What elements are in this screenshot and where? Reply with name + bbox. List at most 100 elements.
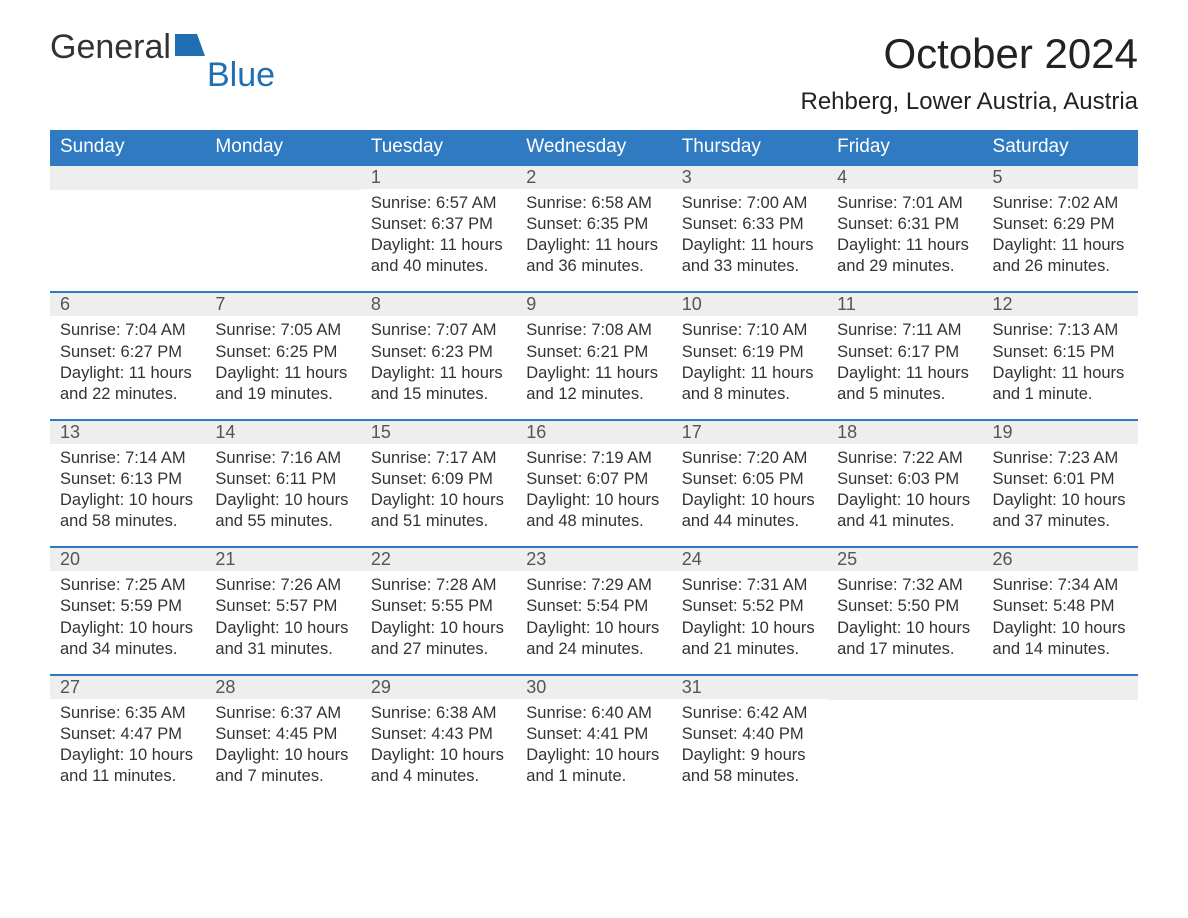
daylight-text: Daylight: 11 hours and 40 minutes.: [371, 235, 506, 277]
day-cell: 17Sunrise: 7:20 AMSunset: 6:05 PMDayligh…: [672, 419, 827, 546]
sunset-text: Sunset: 5:54 PM: [526, 596, 661, 617]
daylight-text: Daylight: 10 hours and 17 minutes.: [837, 618, 972, 660]
sunrise-text: Sunrise: 7:04 AM: [60, 320, 195, 341]
sunrise-text: Sunrise: 6:58 AM: [526, 193, 661, 214]
day-body: Sunrise: 7:29 AMSunset: 5:54 PMDaylight:…: [516, 571, 671, 673]
day-cell: 24Sunrise: 7:31 AMSunset: 5:52 PMDayligh…: [672, 546, 827, 673]
day-number: 29: [361, 674, 516, 699]
sunrise-text: Sunrise: 7:16 AM: [215, 448, 350, 469]
day-body: Sunrise: 7:00 AMSunset: 6:33 PMDaylight:…: [672, 189, 827, 291]
daylight-text: Daylight: 10 hours and 55 minutes.: [215, 490, 350, 532]
day-body: Sunrise: 7:16 AMSunset: 6:11 PMDaylight:…: [205, 444, 360, 546]
sunrise-text: Sunrise: 7:19 AM: [526, 448, 661, 469]
empty-day-bar: [50, 164, 205, 190]
sunrise-text: Sunrise: 6:35 AM: [60, 703, 195, 724]
day-number: 15: [361, 419, 516, 444]
sunrise-text: Sunrise: 7:26 AM: [215, 575, 350, 596]
day-cell: 14Sunrise: 7:16 AMSunset: 6:11 PMDayligh…: [205, 419, 360, 546]
daylight-text: Daylight: 10 hours and 37 minutes.: [993, 490, 1128, 532]
sunset-text: Sunset: 6:35 PM: [526, 214, 661, 235]
day-cell: 3Sunrise: 7:00 AMSunset: 6:33 PMDaylight…: [672, 164, 827, 291]
daylight-text: Daylight: 10 hours and 58 minutes.: [60, 490, 195, 532]
day-body: Sunrise: 7:07 AMSunset: 6:23 PMDaylight:…: [361, 316, 516, 418]
day-cell: 8Sunrise: 7:07 AMSunset: 6:23 PMDaylight…: [361, 291, 516, 418]
daylight-text: Daylight: 10 hours and 14 minutes.: [993, 618, 1128, 660]
day-cell: 13Sunrise: 7:14 AMSunset: 6:13 PMDayligh…: [50, 419, 205, 546]
day-cell: 1Sunrise: 6:57 AMSunset: 6:37 PMDaylight…: [361, 164, 516, 291]
week-row: 13Sunrise: 7:14 AMSunset: 6:13 PMDayligh…: [50, 419, 1138, 546]
daylight-text: Daylight: 10 hours and 34 minutes.: [60, 618, 195, 660]
day-body: Sunrise: 7:13 AMSunset: 6:15 PMDaylight:…: [983, 316, 1138, 418]
daylight-text: Daylight: 10 hours and 11 minutes.: [60, 745, 195, 787]
day-number: 5: [983, 164, 1138, 189]
sunrise-text: Sunrise: 7:34 AM: [993, 575, 1128, 596]
day-cell: 23Sunrise: 7:29 AMSunset: 5:54 PMDayligh…: [516, 546, 671, 673]
day-number: 14: [205, 419, 360, 444]
daylight-text: Daylight: 10 hours and 51 minutes.: [371, 490, 506, 532]
daylight-text: Daylight: 10 hours and 7 minutes.: [215, 745, 350, 787]
weekday-header: Monday: [205, 130, 360, 164]
day-number: 31: [672, 674, 827, 699]
day-body: Sunrise: 7:22 AMSunset: 6:03 PMDaylight:…: [827, 444, 982, 546]
location-label: Rehberg, Lower Austria, Austria: [800, 88, 1138, 116]
day-cell: 9Sunrise: 7:08 AMSunset: 6:21 PMDaylight…: [516, 291, 671, 418]
day-body: Sunrise: 7:02 AMSunset: 6:29 PMDaylight:…: [983, 189, 1138, 291]
day-number: 20: [50, 546, 205, 571]
day-body: Sunrise: 7:05 AMSunset: 6:25 PMDaylight:…: [205, 316, 360, 418]
sunset-text: Sunset: 6:21 PM: [526, 342, 661, 363]
day-body: Sunrise: 7:19 AMSunset: 6:07 PMDaylight:…: [516, 444, 671, 546]
day-body: Sunrise: 7:26 AMSunset: 5:57 PMDaylight:…: [205, 571, 360, 673]
day-cell: 10Sunrise: 7:10 AMSunset: 6:19 PMDayligh…: [672, 291, 827, 418]
weeks-container: 1Sunrise: 6:57 AMSunset: 6:37 PMDaylight…: [50, 164, 1138, 801]
week-row: 6Sunrise: 7:04 AMSunset: 6:27 PMDaylight…: [50, 291, 1138, 418]
daylight-text: Daylight: 10 hours and 41 minutes.: [837, 490, 972, 532]
day-cell: 28Sunrise: 6:37 AMSunset: 4:45 PMDayligh…: [205, 674, 360, 801]
daylight-text: Daylight: 11 hours and 36 minutes.: [526, 235, 661, 277]
sunrise-text: Sunrise: 6:57 AM: [371, 193, 506, 214]
daylight-text: Daylight: 11 hours and 26 minutes.: [993, 235, 1128, 277]
day-body: Sunrise: 7:31 AMSunset: 5:52 PMDaylight:…: [672, 571, 827, 673]
day-body: Sunrise: 6:58 AMSunset: 6:35 PMDaylight:…: [516, 189, 671, 291]
day-cell: 5Sunrise: 7:02 AMSunset: 6:29 PMDaylight…: [983, 164, 1138, 291]
sunrise-text: Sunrise: 7:29 AM: [526, 575, 661, 596]
day-number: 6: [50, 291, 205, 316]
week-row: 1Sunrise: 6:57 AMSunset: 6:37 PMDaylight…: [50, 164, 1138, 291]
day-body: Sunrise: 7:14 AMSunset: 6:13 PMDaylight:…: [50, 444, 205, 546]
day-number: 13: [50, 419, 205, 444]
day-number: 16: [516, 419, 671, 444]
weekday-header: Friday: [827, 130, 982, 164]
weekday-header: Thursday: [672, 130, 827, 164]
title-block: October 2024 Rehberg, Lower Austria, Aus…: [800, 30, 1138, 116]
calendar: Sunday Monday Tuesday Wednesday Thursday…: [50, 130, 1138, 801]
day-cell: 22Sunrise: 7:28 AMSunset: 5:55 PMDayligh…: [361, 546, 516, 673]
day-cell: 19Sunrise: 7:23 AMSunset: 6:01 PMDayligh…: [983, 419, 1138, 546]
weekday-header-row: Sunday Monday Tuesday Wednesday Thursday…: [50, 130, 1138, 164]
day-number: 26: [983, 546, 1138, 571]
day-body: Sunrise: 7:01 AMSunset: 6:31 PMDaylight:…: [827, 189, 982, 291]
day-cell: [983, 674, 1138, 801]
sunrise-text: Sunrise: 7:32 AM: [837, 575, 972, 596]
day-body: Sunrise: 7:11 AMSunset: 6:17 PMDaylight:…: [827, 316, 982, 418]
sunrise-text: Sunrise: 7:17 AM: [371, 448, 506, 469]
day-cell: 6Sunrise: 7:04 AMSunset: 6:27 PMDaylight…: [50, 291, 205, 418]
sunset-text: Sunset: 6:01 PM: [993, 469, 1128, 490]
sunrise-text: Sunrise: 7:25 AM: [60, 575, 195, 596]
sunrise-text: Sunrise: 7:11 AM: [837, 320, 972, 341]
day-number: 7: [205, 291, 360, 316]
day-cell: [827, 674, 982, 801]
day-body: Sunrise: 6:37 AMSunset: 4:45 PMDaylight:…: [205, 699, 360, 801]
day-body: Sunrise: 7:34 AMSunset: 5:48 PMDaylight:…: [983, 571, 1138, 673]
day-body: Sunrise: 7:20 AMSunset: 6:05 PMDaylight:…: [672, 444, 827, 546]
day-cell: 21Sunrise: 7:26 AMSunset: 5:57 PMDayligh…: [205, 546, 360, 673]
weekday-header: Sunday: [50, 130, 205, 164]
sunset-text: Sunset: 6:15 PM: [993, 342, 1128, 363]
sunrise-text: Sunrise: 7:23 AM: [993, 448, 1128, 469]
header: General Blue October 2024 Rehberg, Lower…: [50, 30, 1138, 116]
sunset-text: Sunset: 4:47 PM: [60, 724, 195, 745]
sunset-text: Sunset: 6:25 PM: [215, 342, 350, 363]
day-cell: [50, 164, 205, 291]
day-number: 25: [827, 546, 982, 571]
day-cell: 31Sunrise: 6:42 AMSunset: 4:40 PMDayligh…: [672, 674, 827, 801]
sunrise-text: Sunrise: 7:08 AM: [526, 320, 661, 341]
day-body: Sunrise: 7:17 AMSunset: 6:09 PMDaylight:…: [361, 444, 516, 546]
